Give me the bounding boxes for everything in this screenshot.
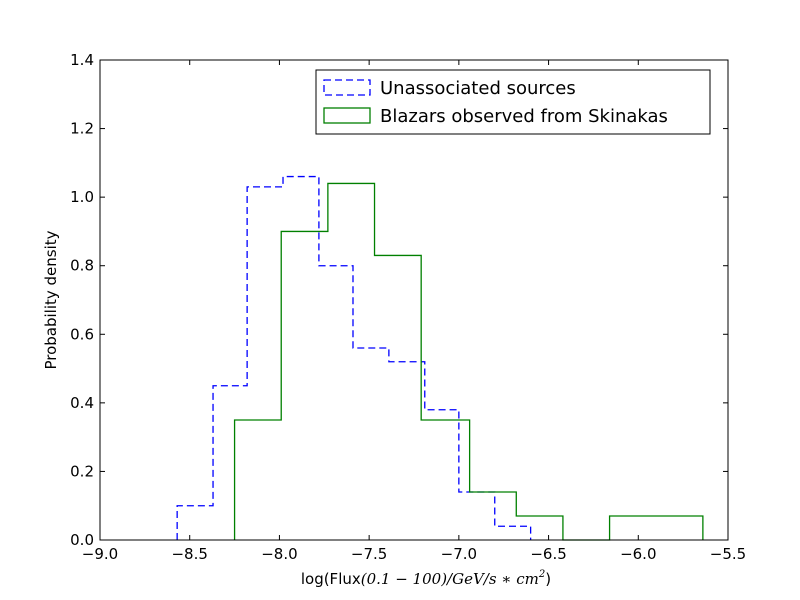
x-axis-label-superscript: 2	[538, 569, 545, 580]
series-line-0	[176, 175, 532, 540]
y-tick-label: 1.0	[70, 188, 94, 206]
x-axis-label-prefix: log(Flux	[301, 570, 361, 588]
x-tick-label: −6.0	[620, 545, 656, 563]
legend-label-blazars-skinakas: Blazars observed from Skinakas	[380, 106, 668, 127]
x-axis-label: log(Flux(0.1 − 100)/GeV/s ∗ cm2)	[301, 569, 551, 588]
y-tick-label: 0.6	[70, 325, 94, 343]
legend-swatch-blazars-skinakas	[323, 107, 371, 124]
x-tick-label: −6.5	[530, 545, 566, 563]
y-tick-label: 0.0	[70, 531, 94, 549]
legend: Unassociated sources Blazars observed fr…	[315, 69, 711, 135]
x-axis-label-math: (0.1 − 100)/GeV/s ∗ cm	[361, 570, 539, 588]
x-tick-label: −9.0	[82, 545, 118, 563]
y-tick-label: 0.2	[70, 462, 94, 480]
plot-area-frame	[99, 59, 729, 541]
y-tick-label: 0.4	[70, 394, 94, 412]
y-tick-label: 0.8	[70, 257, 94, 275]
y-tick-label: 1.2	[70, 120, 94, 138]
y-ticks: 0.0 0.2 0.4 0.6 0.8 1.0 1.2 1.4	[70, 51, 728, 549]
legend-swatch-unassociated-sources	[323, 79, 371, 96]
legend-label-unassociated-sources: Unassociated sources	[380, 78, 576, 99]
series-group	[176, 175, 704, 541]
x-tick-label: −5.5	[710, 545, 746, 563]
x-tick-label: −7.5	[351, 545, 387, 563]
legend-box	[315, 69, 711, 135]
x-ticks: −9.0 −8.5 −8.0 −7.5 −7.0 −6.5 −6.0 −5.5	[82, 60, 746, 563]
y-axis-label: Probability density	[42, 230, 60, 369]
x-axis-label-suffix: )	[545, 570, 551, 588]
x-tick-label: −8.0	[261, 545, 297, 563]
x-tick-label: −7.0	[441, 545, 477, 563]
series-line-1	[233, 182, 704, 541]
y-tick-label: 1.4	[70, 51, 94, 69]
x-tick-label: −8.5	[171, 545, 207, 563]
